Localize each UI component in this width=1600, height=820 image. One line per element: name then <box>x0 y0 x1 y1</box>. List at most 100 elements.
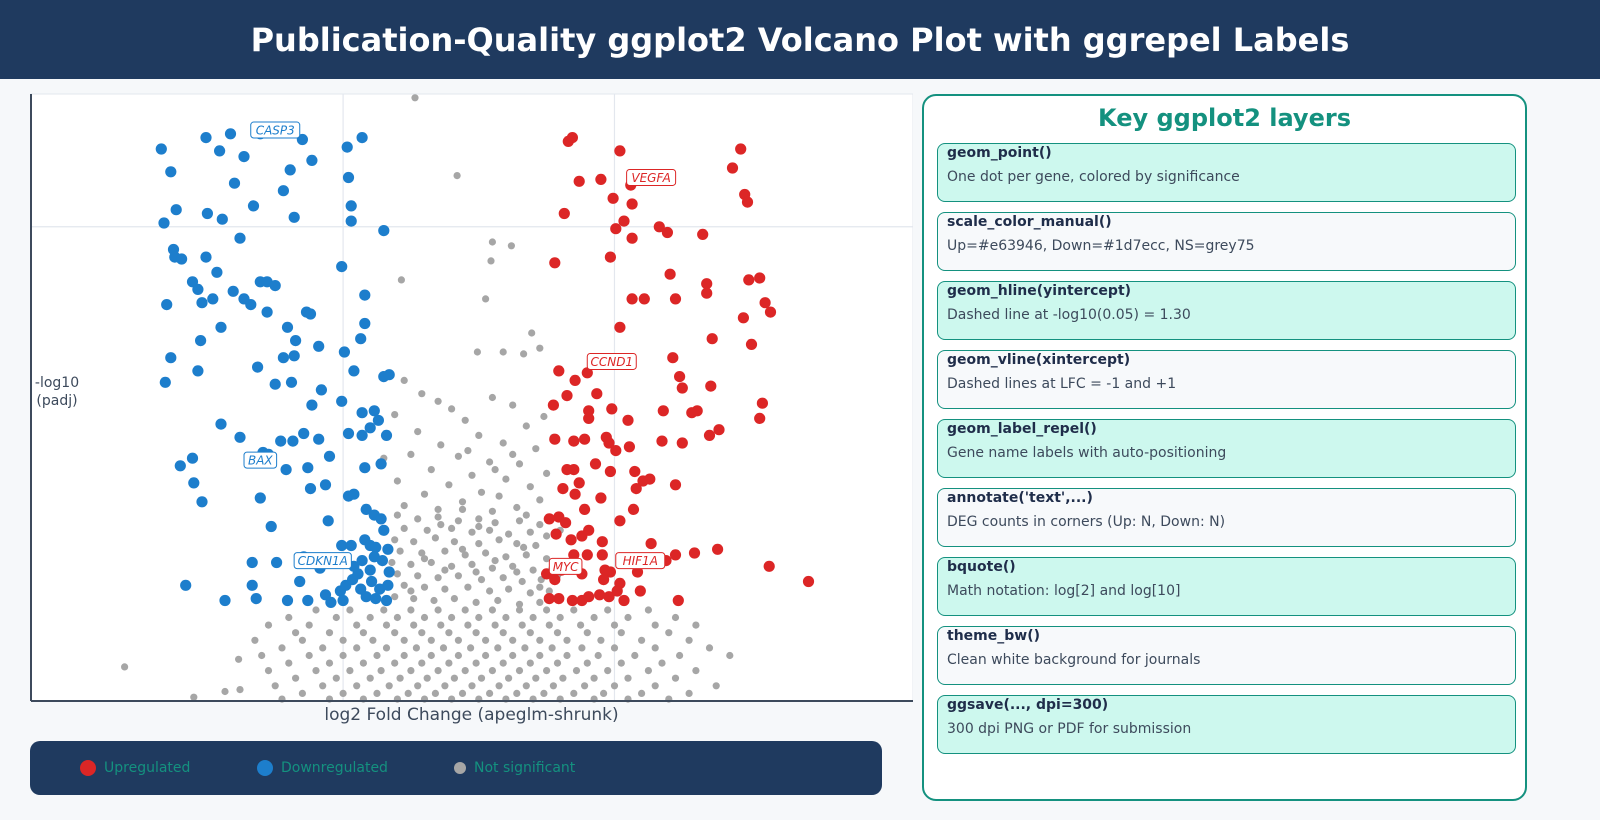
point-down <box>337 594 349 607</box>
point-ns <box>488 667 496 675</box>
point-down <box>306 399 318 411</box>
layer-card: annotate('text',...) DEG counts in corner… <box>937 488 1516 547</box>
point-ns <box>486 689 494 698</box>
layer-title: ggsave(..., dpi=300) <box>947 697 1109 713</box>
point-up <box>669 479 682 491</box>
point-down <box>165 352 177 364</box>
point-ns <box>505 674 513 682</box>
point-down <box>176 253 188 265</box>
point-up <box>589 458 602 470</box>
point-down <box>281 594 294 607</box>
point-down <box>277 185 289 197</box>
point-down <box>290 335 302 347</box>
point-ns <box>549 682 558 690</box>
point-ns <box>604 667 612 675</box>
point-ns <box>427 636 435 644</box>
header: Publication-Quality ggplot2 Volcano Plot… <box>0 0 1600 79</box>
point-ns <box>393 511 401 519</box>
point-ns <box>414 572 422 580</box>
point-ns <box>617 659 625 667</box>
point-down <box>315 384 327 396</box>
point-ns <box>499 439 507 447</box>
point-up <box>566 132 579 144</box>
point-ns <box>491 519 499 527</box>
point-ns <box>559 674 567 682</box>
point-ns <box>505 585 513 593</box>
point-ns <box>475 431 483 439</box>
point-ns <box>391 629 399 637</box>
point-ns <box>305 621 313 629</box>
point-ns <box>563 651 571 660</box>
point-up <box>626 232 638 244</box>
point-ns <box>536 344 544 352</box>
point-up <box>703 429 716 441</box>
point-down <box>345 215 357 227</box>
point-up <box>583 412 595 424</box>
point-ns <box>391 659 399 667</box>
layer-card: ggsave(..., dpi=300) 300 dpi PNG or PDF f… <box>937 695 1516 754</box>
y-axis-label-line-2: (padj) <box>36 393 78 409</box>
point-down <box>378 524 390 536</box>
point-ns <box>528 329 536 337</box>
point-up <box>644 473 656 485</box>
point-ns <box>536 598 544 606</box>
point-ns <box>540 412 548 421</box>
point-ns <box>491 557 499 565</box>
point-down <box>356 555 368 567</box>
point-ns <box>454 517 462 525</box>
point-down <box>192 365 204 377</box>
point-down <box>364 564 376 576</box>
point-up <box>596 536 608 548</box>
layers-panel: Key ggplot2 layers geom_point() One dot p… <box>922 94 1527 801</box>
point-up <box>741 196 754 208</box>
point-ns <box>264 667 273 675</box>
point-down <box>271 556 283 569</box>
point-down <box>269 378 281 390</box>
point-down <box>375 458 387 470</box>
point-down <box>195 335 207 347</box>
point-up <box>579 503 591 515</box>
point-ns <box>515 667 524 675</box>
point-ns <box>271 682 279 690</box>
layer-desc: DEG counts in corners (Up: N, Down: N) <box>947 514 1226 530</box>
point-ns <box>526 659 534 667</box>
point-ns <box>377 667 385 675</box>
point-up <box>764 306 777 318</box>
point-ns <box>594 651 602 660</box>
point-down <box>215 418 227 430</box>
point-down <box>161 299 173 311</box>
point-up <box>607 192 619 204</box>
point-ns <box>458 505 467 513</box>
gene-label-box <box>626 168 677 186</box>
point-ns <box>638 689 646 698</box>
point-down <box>355 333 367 345</box>
point-ns <box>482 636 490 644</box>
point-ns <box>312 606 320 614</box>
point-down <box>352 568 364 580</box>
point-ns <box>397 276 405 284</box>
point-up <box>674 371 686 383</box>
point-ns <box>190 693 198 701</box>
point-ns <box>400 524 408 532</box>
point-ns <box>339 689 347 698</box>
point-ns <box>434 574 442 582</box>
point-ns <box>366 674 374 682</box>
point-up <box>568 435 580 447</box>
point-ns <box>705 644 714 652</box>
point-down <box>345 200 357 212</box>
point-up <box>614 515 626 527</box>
point-ns <box>285 659 293 667</box>
point-ns <box>477 488 486 496</box>
point-up <box>569 488 581 500</box>
point-ns <box>545 587 553 595</box>
point-down <box>155 143 167 155</box>
point-up <box>614 145 626 157</box>
point-ns <box>292 629 300 637</box>
point-down <box>186 452 199 464</box>
point-ns <box>526 528 534 536</box>
point-down <box>254 492 266 504</box>
point-ns <box>400 636 408 644</box>
legend-label: Not significant <box>474 760 576 776</box>
point-up <box>706 333 718 345</box>
point-ns <box>410 621 418 629</box>
